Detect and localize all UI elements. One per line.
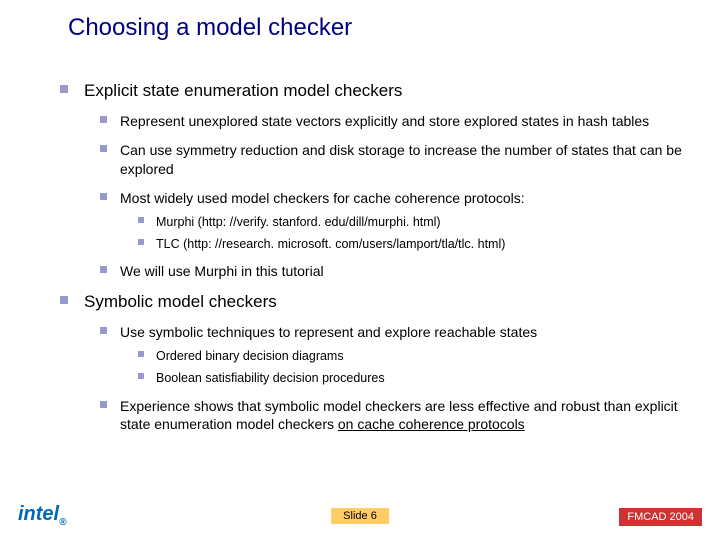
- square-bullet-icon: [60, 296, 68, 304]
- sub-sub-list: Ordered binary decision diagrams Boolean…: [120, 348, 696, 387]
- list-item: Most widely used model checkers for cach…: [84, 189, 696, 252]
- item-text: Boolean satisfiability decision procedur…: [156, 371, 385, 385]
- sub-list: Represent unexplored state vectors expli…: [84, 112, 696, 281]
- list-item: We will use Murphi in this tutorial: [84, 262, 696, 281]
- list-item: Boolean satisfiability decision procedur…: [120, 370, 696, 386]
- logo-text: intel: [18, 503, 59, 525]
- square-bullet-icon: [60, 85, 68, 93]
- content-list: Explicit state enumeration model checker…: [60, 80, 696, 434]
- list-item: Use symbolic techniques to represent and…: [84, 323, 696, 386]
- intel-logo: intel®: [18, 503, 67, 528]
- item-text: Use symbolic techniques to represent and…: [120, 324, 537, 340]
- section-heading: Explicit state enumeration model checker…: [84, 81, 402, 100]
- list-item: Represent unexplored state vectors expli…: [84, 112, 696, 131]
- square-bullet-icon: [100, 266, 107, 273]
- slide-title: Choosing a model checker: [68, 14, 696, 42]
- slide-body: Choosing a model checker Explicit state …: [0, 0, 720, 434]
- item-text: Represent unexplored state vectors expli…: [120, 113, 649, 129]
- section-explicit: Explicit state enumeration model checker…: [60, 80, 696, 281]
- section-heading: Symbolic model checkers: [84, 292, 277, 311]
- item-text: Murphi (http: //verify. stanford. edu/di…: [156, 215, 441, 229]
- sub-sub-list: Murphi (http: //verify. stanford. edu/di…: [120, 214, 696, 253]
- square-bullet-icon: [100, 401, 107, 408]
- item-text-underlined: on cache coherence protocols: [338, 416, 525, 432]
- square-bullet-icon: [100, 327, 107, 334]
- slide-footer: intel® Slide 6 FMCAD 2004: [0, 498, 720, 530]
- square-bullet-icon: [100, 193, 107, 200]
- item-text: We will use Murphi in this tutorial: [120, 263, 324, 279]
- item-text: Ordered binary decision diagrams: [156, 349, 344, 363]
- item-text: TLC (http: //research. microsoft. com/us…: [156, 237, 505, 251]
- item-text: Most widely used model checkers for cach…: [120, 190, 525, 206]
- conference-badge: FMCAD 2004: [619, 508, 702, 526]
- section-symbolic: Symbolic model checkers Use symbolic tec…: [60, 291, 696, 434]
- square-bullet-icon: [138, 373, 144, 379]
- square-bullet-icon: [138, 351, 144, 357]
- square-bullet-icon: [138, 217, 144, 223]
- sub-list: Use symbolic techniques to represent and…: [84, 323, 696, 434]
- square-bullet-icon: [100, 116, 107, 123]
- square-bullet-icon: [138, 239, 144, 245]
- list-item: Experience shows that symbolic model che…: [84, 397, 696, 435]
- square-bullet-icon: [100, 145, 107, 152]
- slide-number: Slide 6: [331, 508, 389, 524]
- list-item: Ordered binary decision diagrams: [120, 348, 696, 364]
- registered-icon: ®: [59, 517, 66, 528]
- list-item: Can use symmetry reduction and disk stor…: [84, 141, 696, 179]
- list-item: TLC (http: //research. microsoft. com/us…: [120, 236, 696, 252]
- list-item: Murphi (http: //verify. stanford. edu/di…: [120, 214, 696, 230]
- item-text: Can use symmetry reduction and disk stor…: [120, 142, 682, 177]
